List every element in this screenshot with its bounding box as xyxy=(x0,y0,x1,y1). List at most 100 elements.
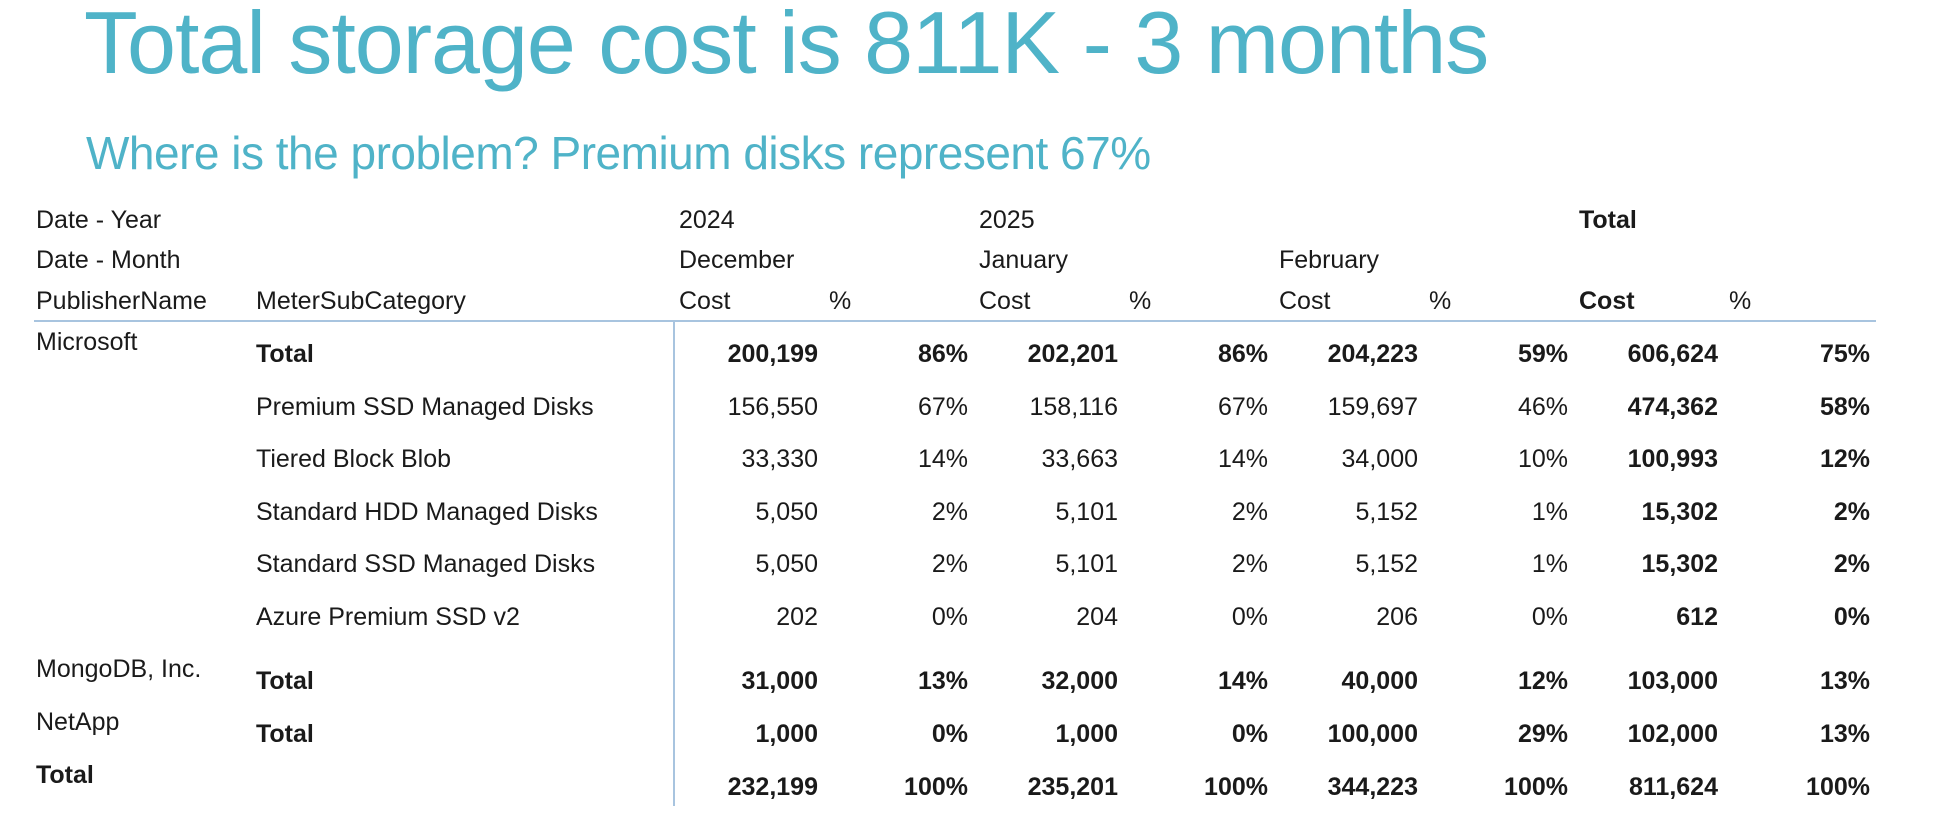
cell-dec-cost: 5,050 xyxy=(755,498,818,526)
cell-dec-pct: 0% xyxy=(931,603,968,631)
cell-feb-cost: 34,000 xyxy=(1341,445,1418,473)
row-meter: Premium SSD Managed Disks xyxy=(256,393,594,421)
cell-total-cost: 103,000 xyxy=(1627,667,1718,695)
header-cost-dec: Cost xyxy=(679,287,731,315)
header-publisher: PublisherName xyxy=(36,287,207,315)
cell-dec-cost: 156,550 xyxy=(727,393,818,421)
cell-feb-pct: 1% xyxy=(1531,550,1568,578)
row-publisher: Total xyxy=(36,761,94,789)
cell-total-cost: 100,993 xyxy=(1627,445,1718,473)
column-divider xyxy=(673,321,675,806)
cell-total-cost: 606,624 xyxy=(1627,340,1718,368)
cell-jan-pct: 2% xyxy=(1231,550,1268,578)
header-year-2024: 2024 xyxy=(679,206,735,234)
cell-total-pct: 2% xyxy=(1833,550,1870,578)
cell-jan-pct: 86% xyxy=(1217,340,1268,368)
cell-jan-pct: 100% xyxy=(1204,773,1268,801)
cell-total-pct: 0% xyxy=(1833,603,1870,631)
cell-jan-cost: 1,000 xyxy=(1055,720,1118,748)
cell-jan-cost: 5,101 xyxy=(1055,498,1118,526)
header-month-jan: January xyxy=(979,246,1068,274)
cell-dec-pct: 2% xyxy=(931,498,968,526)
cell-total-cost: 612 xyxy=(1676,603,1718,631)
cell-total-pct: 75% xyxy=(1819,340,1870,368)
cell-jan-cost: 5,101 xyxy=(1055,550,1118,578)
cell-feb-pct: 1% xyxy=(1531,498,1568,526)
cell-feb-cost: 204,223 xyxy=(1327,340,1418,368)
cell-total-pct: 58% xyxy=(1819,393,1870,421)
cell-jan-pct: 14% xyxy=(1217,667,1268,695)
cell-total-pct: 12% xyxy=(1819,445,1870,473)
header-meter: MeterSubCategory xyxy=(256,287,466,315)
cell-feb-cost: 5,152 xyxy=(1355,550,1418,578)
header-year-2025: 2025 xyxy=(979,206,1035,234)
cell-jan-pct: 0% xyxy=(1231,720,1268,748)
header-pct-total: % xyxy=(1729,287,1752,315)
cell-feb-cost: 5,152 xyxy=(1355,498,1418,526)
row-publisher: NetApp xyxy=(36,708,120,736)
row-meter: Total xyxy=(256,720,314,748)
header-month-dec: December xyxy=(679,246,795,274)
cell-dec-pct: 0% xyxy=(931,720,968,748)
cell-dec-cost: 232,199 xyxy=(727,773,818,801)
cell-dec-cost: 1,000 xyxy=(755,720,818,748)
page-title: Total storage cost is 811K - 3 months xyxy=(84,0,1489,92)
cell-total-cost: 474,362 xyxy=(1627,393,1718,421)
cell-total-cost: 811,624 xyxy=(1629,773,1718,801)
cell-total-pct: 13% xyxy=(1819,667,1870,695)
cell-dec-pct: 13% xyxy=(917,667,968,695)
cell-jan-pct: 0% xyxy=(1231,603,1268,631)
header-divider xyxy=(34,320,1876,322)
cell-dec-pct: 86% xyxy=(917,340,968,368)
cell-total-cost: 15,302 xyxy=(1641,498,1718,526)
cell-total-pct: 100% xyxy=(1806,773,1870,801)
cell-jan-pct: 14% xyxy=(1217,445,1268,473)
cell-dec-cost: 5,050 xyxy=(755,550,818,578)
cell-dec-cost: 33,330 xyxy=(741,445,818,473)
cell-total-pct: 13% xyxy=(1819,720,1870,748)
header-cost-feb: Cost xyxy=(1279,287,1331,315)
cell-feb-pct: 59% xyxy=(1517,340,1568,368)
page-subtitle: Where is the problem? Premium disks repr… xyxy=(86,127,1151,179)
cell-jan-cost: 158,116 xyxy=(1029,393,1118,421)
cell-dec-pct: 67% xyxy=(917,393,968,421)
row-publisher: MongoDB, Inc. xyxy=(36,655,202,683)
header-cost-total: Cost xyxy=(1579,287,1635,315)
header-pct-feb: % xyxy=(1429,287,1452,315)
cell-jan-cost: 204 xyxy=(1076,603,1118,631)
header-date-year: Date - Year xyxy=(36,206,162,234)
cell-jan-cost: 33,663 xyxy=(1041,445,1118,473)
cell-jan-cost: 235,201 xyxy=(1027,773,1118,801)
cell-dec-pct: 14% xyxy=(917,445,968,473)
cell-total-pct: 2% xyxy=(1833,498,1870,526)
cell-feb-pct: 46% xyxy=(1517,393,1568,421)
row-publisher: Microsoft xyxy=(36,328,138,356)
cell-dec-pct: 2% xyxy=(931,550,968,578)
row-meter: Tiered Block Blob xyxy=(256,445,451,473)
cell-feb-cost: 344,223 xyxy=(1327,773,1418,801)
header-date-month: Date - Month xyxy=(36,246,181,274)
cell-jan-cost: 202,201 xyxy=(1027,340,1118,368)
row-meter: Standard SSD Managed Disks xyxy=(256,550,596,578)
cell-total-cost: 15,302 xyxy=(1641,550,1718,578)
row-meter: Azure Premium SSD v2 xyxy=(256,603,520,631)
cell-dec-pct: 100% xyxy=(904,773,968,801)
header-total: Total xyxy=(1579,206,1637,234)
cell-dec-cost: 202 xyxy=(776,603,818,631)
cell-feb-cost: 206 xyxy=(1376,603,1418,631)
cell-jan-pct: 2% xyxy=(1231,498,1268,526)
cell-jan-cost: 32,000 xyxy=(1041,667,1118,695)
cell-dec-cost: 200,199 xyxy=(727,340,818,368)
cell-feb-pct: 10% xyxy=(1517,445,1568,473)
cell-jan-pct: 67% xyxy=(1217,393,1268,421)
cell-feb-pct: 100% xyxy=(1504,773,1568,801)
cell-feb-cost: 100,000 xyxy=(1327,720,1418,748)
row-meter: Total xyxy=(256,667,314,695)
header-cost-jan: Cost xyxy=(979,287,1031,315)
header-month-feb: February xyxy=(1279,246,1380,274)
header-pct-jan: % xyxy=(1129,287,1152,315)
cell-feb-pct: 29% xyxy=(1517,720,1568,748)
cell-feb-pct: 0% xyxy=(1531,603,1568,631)
row-meter: Total xyxy=(256,340,314,368)
row-meter: Standard HDD Managed Disks xyxy=(256,498,598,526)
